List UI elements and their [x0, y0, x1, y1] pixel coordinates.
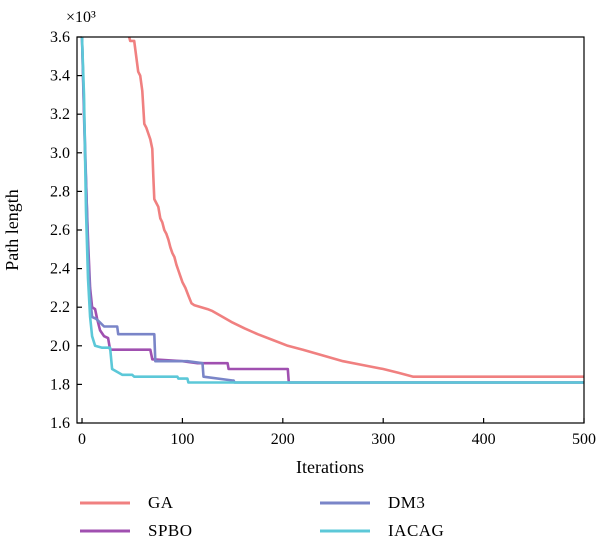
y-tick-label: 2.4 — [50, 261, 70, 278]
y-tick-label: 2.0 — [50, 338, 70, 355]
series-line-iacag — [80, 37, 584, 384]
series-line-spbo — [80, 37, 584, 384]
x-tick-label: 400 — [472, 431, 496, 448]
series-line-ga — [127, 37, 584, 378]
y-tick-label: 3.0 — [50, 145, 70, 162]
legend: GA SPBO DM3 IACAG — [80, 493, 444, 540]
y-tick-label: 2.2 — [50, 299, 70, 316]
y-tick-label: 1.6 — [50, 415, 70, 432]
series-line-dm3 — [80, 37, 584, 384]
legend-label-spbo: SPBO — [148, 521, 193, 540]
x-tick-label: 0 — [78, 431, 86, 448]
y-axis-title: Path length — [2, 189, 22, 271]
x-axis-title: Iterations — [296, 457, 364, 477]
y-tick-label: 2.6 — [50, 222, 70, 239]
y-multiplier-label: ×10³ — [66, 9, 96, 26]
x-tick-label: 200 — [271, 431, 295, 448]
x-tick-label: 500 — [572, 431, 596, 448]
y-tick-label: 3.2 — [50, 106, 70, 123]
legend-label-dm3: DM3 — [388, 493, 425, 512]
y-tick-label: 1.8 — [50, 376, 70, 393]
plot-frame — [76, 36, 585, 424]
y-tick-label: 3.6 — [50, 29, 70, 46]
legend-label-iacag: IACAG — [388, 521, 444, 540]
legend-label-ga: GA — [148, 493, 174, 512]
x-tick-label: 100 — [170, 431, 194, 448]
y-tick-label: 3.4 — [50, 68, 70, 85]
y-tick-label: 2.8 — [50, 183, 70, 200]
x-tick-label: 300 — [371, 431, 395, 448]
